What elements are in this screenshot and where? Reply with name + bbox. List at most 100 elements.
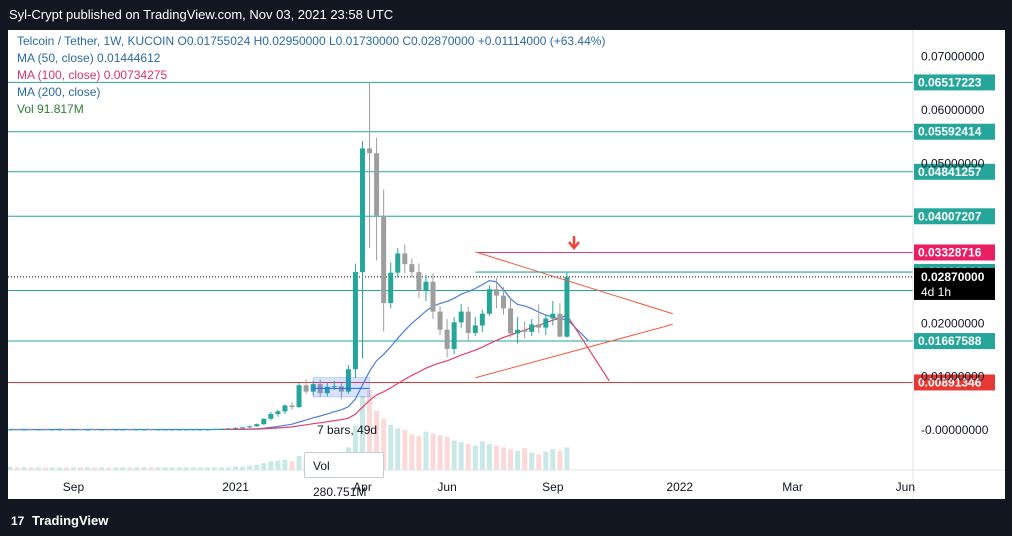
- time-axis[interactable]: Sep 2021 Apr Jun Sep 2022 Mar Jun: [8, 469, 1005, 494]
- price-chart[interactable]: 0.06517223 0.05592414 0.04841257 0.04007207…: [8, 30, 1005, 499]
- price-level-label: 0.04841257: [918, 165, 982, 179]
- candle-body: [247, 426, 253, 428]
- volume-bar: [493, 445, 499, 470]
- candle-body: [465, 311, 471, 333]
- lower-trendline: [475, 323, 673, 379]
- candle-body: [99, 429, 105, 431]
- legend-symbol-row: Telcoin / Tether, 1W, KUCOIN O0.01755024…: [17, 33, 605, 50]
- candle-body: [148, 429, 154, 431]
- candle-body: [275, 411, 281, 414]
- volume-bar: [501, 447, 506, 470]
- chart-frame: [8, 30, 1005, 499]
- time-tick-label: 2021: [222, 480, 249, 494]
- time-tick-label: Jun: [437, 480, 456, 494]
- candle-body: [8, 429, 13, 431]
- volume-bar: [268, 461, 274, 470]
- volume-bar: [78, 467, 83, 470]
- volume-bar: [141, 467, 147, 470]
- price-level-lines: [8, 81, 913, 383]
- candle-body: [268, 414, 274, 419]
- measure-box: [312, 377, 370, 398]
- time-tick-label: Jun: [896, 480, 915, 494]
- trendline-drawings[interactable]: [312, 236, 913, 398]
- candle-body: [388, 272, 394, 304]
- candle-body: [226, 428, 232, 430]
- ma100-value: 0.00734275: [103, 68, 168, 82]
- moving-average-lines: [10, 279, 610, 431]
- candle-body: [395, 253, 401, 273]
- candle-body: [282, 405, 288, 412]
- candle-body: [522, 329, 528, 332]
- volume-bar: [416, 436, 422, 470]
- volume-bar: [437, 435, 443, 470]
- candle-body: [508, 308, 514, 334]
- volume-bar: [564, 447, 570, 470]
- candle-body: [134, 429, 140, 431]
- candle-body: [49, 429, 55, 431]
- candle-body: [296, 385, 302, 408]
- price-axis[interactable]: 0.06517223 0.05592414 0.04841257 0.04007207…: [912, 30, 995, 499]
- volume-bar: [550, 449, 556, 470]
- upper-trendline: [475, 251, 673, 315]
- volume-bar: [106, 467, 112, 470]
- down-arrow-icon: [568, 241, 580, 250]
- volume-bar: [374, 410, 380, 470]
- volume-bar: [423, 431, 429, 470]
- volume-bar: [35, 467, 41, 470]
- candle-body: [204, 429, 210, 431]
- volume-bar: [261, 463, 267, 470]
- volume-bar: [543, 451, 549, 470]
- candle-body: [56, 429, 62, 431]
- volume-bar: [219, 467, 224, 470]
- candle-body: [162, 429, 168, 431]
- candle-body: [479, 313, 485, 326]
- tradingview-logo[interactable]: 17 TradingView: [11, 512, 108, 530]
- candle-body: [141, 429, 147, 431]
- candle-body: [63, 429, 69, 431]
- volume-bar: [529, 452, 535, 470]
- candle-body: [550, 313, 556, 319]
- chart-legend: Telcoin / Tether, 1W, KUCOIN O0.01755024…: [17, 33, 605, 118]
- volume-bar: [409, 434, 415, 470]
- candle-body: [106, 429, 112, 431]
- tradingview-icon: 17: [11, 514, 25, 528]
- candle-body: [42, 429, 48, 431]
- candle-body: [197, 429, 203, 431]
- volume-bar: [458, 442, 464, 470]
- candle-body: [564, 276, 570, 337]
- price-level-label: 0.04007207: [918, 209, 982, 223]
- volume-bar: [522, 448, 528, 470]
- price-level-label: 0.03328716: [918, 245, 982, 259]
- legend-ma100-row: MA (100, close) 0.00734275: [17, 67, 605, 84]
- price-tick-label: 0.07000000: [921, 50, 985, 64]
- time-tick-label: Sep: [542, 480, 564, 494]
- candle-body: [402, 253, 408, 265]
- measure-bars-label: 7 bars, 49d: [317, 423, 378, 437]
- volume-bar: [85, 467, 91, 470]
- volume-bar: [486, 443, 492, 470]
- ma200-label: MA (200, close): [17, 85, 101, 99]
- volume-bar: [515, 450, 521, 470]
- candle-body: [493, 289, 499, 296]
- candle-body: [169, 429, 175, 431]
- time-tick-label: Apr: [353, 480, 372, 494]
- time-tick-label: 2022: [666, 480, 693, 494]
- time-tick-label: Sep: [63, 480, 85, 494]
- vol-value: 91.817M: [37, 102, 84, 116]
- price-tick-label: 0.02000000: [921, 316, 985, 330]
- measure-volume-tooltip: Vol 280.751M: [304, 452, 384, 499]
- candle-body: [113, 429, 119, 431]
- price-tick-label: -0.00000000: [921, 423, 989, 437]
- volume-bars: [8, 390, 570, 470]
- volume-bar: [49, 467, 55, 470]
- volume-bar: [508, 449, 514, 470]
- volume-bar: [113, 467, 119, 470]
- candle-body: [303, 385, 309, 392]
- volume-bar: [479, 441, 485, 470]
- candle-body: [21, 429, 27, 431]
- publish-bar: Syl-Crypt published on TradingView.com, …: [0, 0, 1012, 30]
- volume-bar: [289, 461, 295, 470]
- volume-bar: [395, 428, 401, 470]
- volume-bar: [247, 465, 253, 470]
- volume-bar: [451, 440, 457, 470]
